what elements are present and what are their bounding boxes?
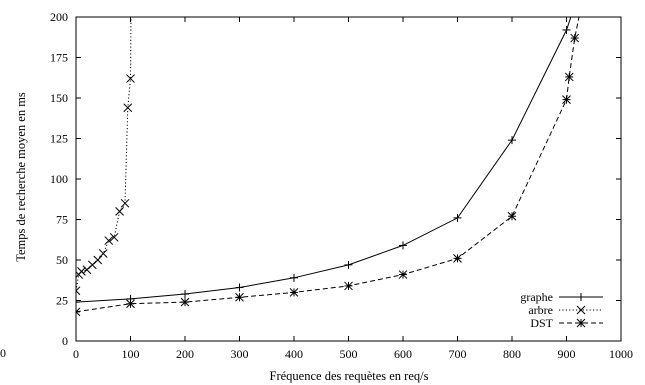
data-point-graphe [181, 290, 189, 299]
marker-stroke [123, 103, 133, 113]
data-point-graphe [344, 260, 353, 269]
marker-stroke [104, 236, 114, 245]
y-tick-label: 25 [56, 294, 68, 308]
marker-stroke [76, 311, 81, 317]
data-point-graphe [290, 273, 298, 282]
y-tick-label: 175 [50, 51, 68, 65]
marker-stroke [109, 232, 119, 242]
series-graphe [76, 17, 572, 307]
data-point-graphe [562, 25, 571, 34]
data-point-arbre [115, 207, 124, 216]
marker-stroke [77, 266, 86, 276]
data-point-arbre [77, 266, 86, 276]
marker-stroke [564, 72, 574, 82]
marker-stroke [453, 254, 462, 263]
legend-label-graphe: graphe [520, 290, 553, 304]
stray-left-label: 0 [0, 346, 6, 360]
y-tick-label: 125 [50, 132, 68, 146]
data-point-DST [235, 292, 244, 302]
marker-stroke [289, 288, 299, 297]
y-tick-label: 0 [62, 334, 68, 348]
marker-stroke [93, 255, 103, 265]
x-tick-label: 700 [449, 347, 467, 361]
marker-stroke [398, 270, 408, 279]
marker-stroke [115, 207, 124, 216]
data-point-DST [570, 33, 580, 43]
x-axis-label: Fréquence des requètes en req/s [270, 369, 429, 383]
data-point-arbre [104, 236, 114, 245]
series-line-graphe [76, 17, 572, 303]
marker-stroke [76, 290, 81, 296]
data-point-DST [564, 72, 574, 82]
marker-stroke [120, 198, 130, 208]
marker-stroke [235, 292, 244, 302]
series-layer [76, 17, 580, 317]
data-point-arbre [76, 286, 81, 296]
marker-stroke [507, 211, 517, 221]
data-point-arbre [109, 232, 119, 242]
marker-stroke [576, 305, 586, 315]
axis-ticks-layer: 0 100 200 300 400 500 600 700 800 900 1000 0 25 50 75 1… [50, 10, 633, 361]
x-tick-label: 200 [176, 347, 194, 361]
data-point-DST [398, 270, 408, 279]
data-point-arbre [93, 255, 103, 265]
data-point-DST [453, 254, 462, 263]
marker-stroke [562, 95, 571, 104]
x-tick-label: 300 [231, 347, 249, 361]
marker-stroke [126, 299, 135, 309]
data-point-arbre [120, 198, 130, 208]
series-arbre [76, 17, 135, 296]
data-point-graphe [399, 241, 407, 250]
x-tick-label: 1000 [609, 347, 633, 361]
data-point-DST [562, 95, 571, 104]
legend-label-arbre: arbre [528, 303, 553, 317]
x-tick-label: 100 [122, 347, 140, 361]
marker-stroke [180, 297, 190, 307]
series-DST [76, 17, 580, 317]
legend-marker-graphe [577, 293, 585, 301]
legend-marker-arbre [576, 305, 586, 315]
data-point-DST [344, 281, 353, 291]
y-tick-label: 200 [50, 10, 68, 24]
y-axis-label: Temps de recherche moyen en ms [14, 92, 28, 262]
marker-stroke [98, 249, 108, 258]
marker-stroke [344, 281, 353, 291]
data-point-arbre [126, 74, 135, 83]
x-tick-label: 800 [503, 347, 521, 361]
x-tick-label: 900 [558, 347, 576, 361]
series-line-arbre [76, 17, 132, 291]
data-point-graphe [508, 136, 516, 145]
data-point-DST [289, 288, 299, 297]
data-point-graphe [453, 213, 462, 222]
x-tick-label: 0 [73, 347, 79, 361]
marker-stroke [570, 33, 580, 43]
x-tick-label: 400 [285, 347, 303, 361]
data-point-DST [126, 299, 135, 309]
marker-stroke [76, 307, 81, 313]
data-point-arbre [123, 103, 133, 113]
marker-stroke [76, 286, 81, 292]
data-point-graphe [235, 283, 244, 292]
data-point-graphe [76, 298, 80, 307]
series-line-DST [76, 17, 580, 313]
data-point-DST [76, 307, 81, 317]
x-tick-label: 600 [394, 347, 412, 361]
legend-label-DST: DST [530, 316, 553, 330]
marker-stroke [576, 318, 586, 328]
data-point-DST [507, 211, 517, 221]
x-tick-label: 500 [340, 347, 358, 361]
legend-marker-DST [576, 318, 586, 328]
y-tick-label: 50 [56, 253, 68, 267]
y-tick-label: 100 [50, 172, 68, 186]
y-tick-label: 75 [56, 213, 68, 227]
y-tick-label: 150 [50, 91, 68, 105]
marker-stroke [126, 74, 135, 83]
data-point-arbre [98, 249, 108, 258]
data-point-DST [180, 297, 190, 307]
